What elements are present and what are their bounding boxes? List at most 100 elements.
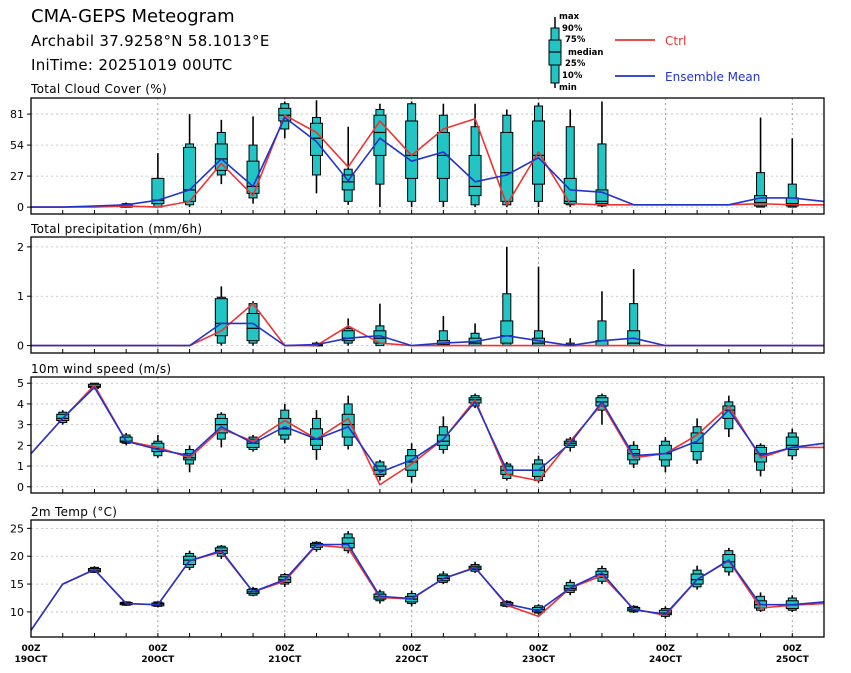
box-14 [468, 103, 482, 208]
box-inner-25-75 [500, 131, 514, 202]
legend-box-label: max [559, 12, 580, 22]
panel-title: Total Cloud Cover (%) [30, 82, 167, 96]
box-24 [785, 138, 799, 208]
box-6 [214, 119, 228, 185]
box-inner-25-75 [500, 320, 514, 344]
x-label-hour: 00Z [148, 644, 168, 654]
panel-3: 10m wind speed (m/s) 0 1 2 3 4 5 [17, 362, 825, 494]
panel-title: Total precipitation (mm/6h) [30, 222, 202, 236]
panel-4: 2m Temp (°C) 10 15 20 25 [10, 505, 825, 638]
box-19 [627, 269, 641, 347]
x-label-hour: 00Z [529, 644, 549, 654]
box-inner-25-75 [214, 298, 228, 337]
panel-frame [30, 97, 825, 215]
y-tick-label: 0 [17, 481, 24, 494]
panel-frame [30, 236, 825, 354]
box-16 [532, 102, 546, 208]
box-outer-10-90 [565, 126, 575, 206]
y-tick-label: 3 [17, 419, 24, 432]
x-label-date: 24OCT [649, 655, 683, 665]
box-15 [500, 246, 514, 347]
y-tick-label: 25 [10, 522, 24, 535]
panel-title: 10m wind speed (m/s) [31, 362, 171, 376]
x-label-date: 20OCT [141, 655, 175, 665]
box-inner-25-75 [658, 444, 672, 461]
ensemble-mean-line [31, 116, 825, 208]
box-inner-25-75 [341, 330, 355, 342]
ensemble-mean-line [30, 386, 825, 474]
box-inner-25-75 [405, 120, 419, 179]
panel-1: Total Cloud Cover (%) 0 27 54 81 [10, 82, 825, 215]
location-label: Archabil 37.9258°N 58.1013°E [31, 32, 270, 50]
box-20 [658, 606, 672, 619]
ensemble-mean-line [30, 543, 825, 631]
panel-2: Total precipitation (mm/6h) 0 1 2 [17, 222, 825, 354]
box-11 [373, 103, 387, 208]
x-label-date: 19OCT [15, 655, 49, 665]
y-tick-label: 5 [17, 377, 24, 390]
y-tick-label: 27 [10, 170, 24, 183]
box-inner-25-75 [436, 434, 450, 446]
box-23 [754, 117, 768, 208]
box-11 [373, 459, 387, 481]
y-tick-label: 1 [17, 290, 24, 303]
box-5 [183, 114, 197, 208]
meteogram-title: CMA-GEPS Meteogram [31, 6, 235, 27]
box-18 [595, 291, 609, 347]
box-inner-25-75 [754, 195, 768, 207]
box-inner-25-75 [151, 177, 165, 205]
y-tick-label: 4 [17, 398, 24, 411]
panel-title: 2m Temp (°C) [31, 505, 117, 519]
panel-frame [30, 519, 825, 638]
box-inner-25-75 [468, 154, 482, 197]
box-6 [214, 286, 228, 346]
legend-box-label: 90% [562, 24, 583, 34]
y-tick-label: 15 [10, 578, 24, 591]
x-label-hour: 00Z [21, 644, 41, 654]
ctrl-line [31, 302, 824, 347]
x-label-hour: 00Z [783, 644, 803, 654]
legend-mean-label: Ensemble Mean [665, 70, 760, 84]
legend-box-label: 10% [562, 71, 583, 81]
y-tick-label: 1 [17, 460, 24, 473]
box-13 [436, 103, 450, 208]
x-axis-labels: 00Z19OCT00Z20OCT00Z21OCT00Z22OCT00Z23OCT… [15, 644, 810, 665]
y-tick-label: 0 [17, 340, 24, 353]
y-tick-label: 20 [10, 550, 24, 563]
box-13 [436, 315, 450, 347]
box-9 [309, 410, 323, 460]
legend-ctrl-label: Ctrl [665, 34, 686, 48]
x-label-date: 25OCT [776, 655, 810, 665]
y-tick-label: 2 [17, 241, 24, 254]
box-17 [563, 437, 577, 452]
legend-box-label: median [568, 48, 603, 58]
box-24 [785, 428, 799, 460]
init-time-label: IniTime: 20251019 00UTC [31, 56, 233, 74]
x-label-date: 22OCT [395, 655, 429, 665]
x-label-hour: 00Z [656, 644, 676, 654]
box-inner-25-75 [214, 143, 228, 171]
box-5 [183, 445, 197, 473]
ctrl-line [31, 114, 824, 208]
legend-box-label: min [559, 83, 577, 93]
box-10 [341, 318, 355, 346]
x-label-date: 21OCT [268, 655, 302, 665]
box-10 [341, 395, 355, 450]
x-label-hour: 00Z [402, 644, 422, 654]
box-16 [532, 266, 546, 347]
box-outer-10-90 [597, 143, 607, 207]
y-tick-label: 2 [17, 439, 24, 452]
box-11 [373, 303, 387, 347]
box-7 [246, 116, 260, 204]
box-inner-25-75 [563, 177, 577, 205]
panel-frame [30, 376, 825, 494]
legend-box-label: 25% [565, 59, 586, 69]
y-tick-label: 0 [17, 201, 24, 214]
x-label-date: 23OCT [522, 655, 556, 665]
box-outer-10-90 [787, 183, 797, 208]
y-tick-label: 10 [10, 606, 24, 619]
box-inner-25-75 [183, 146, 197, 202]
box-18 [595, 101, 609, 208]
x-label-hour: 00Z [275, 644, 295, 654]
